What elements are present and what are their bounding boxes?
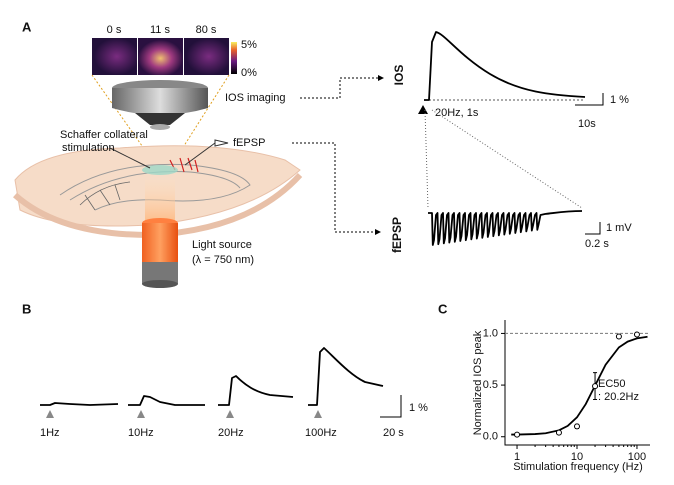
ios-trace bbox=[218, 375, 294, 406]
ios-trace bbox=[424, 31, 586, 101]
x-axis-label: Stimulation frequency (Hz) bbox=[513, 461, 643, 473]
scale-bar bbox=[585, 222, 601, 235]
condition-label: 20Hz bbox=[218, 427, 244, 439]
data-point bbox=[633, 331, 640, 338]
electrode bbox=[184, 142, 216, 166]
axes bbox=[504, 320, 650, 446]
stimulus-marker bbox=[418, 105, 428, 114]
objective bbox=[112, 88, 208, 115]
zoom-line bbox=[424, 109, 429, 209]
stimulus-marker bbox=[314, 410, 322, 418]
ios-trace bbox=[40, 402, 119, 406]
x-tick-label: 1 bbox=[514, 451, 520, 463]
data-point bbox=[514, 431, 521, 438]
condition-label: 1Hz bbox=[40, 427, 60, 439]
light-source-base bbox=[142, 262, 178, 284]
ios-trace bbox=[128, 395, 205, 406]
panel-label: C bbox=[438, 301, 448, 316]
zoom-line bbox=[431, 109, 583, 209]
condition-label: 10Hz bbox=[128, 427, 154, 439]
panel-label: A bbox=[22, 19, 32, 34]
fit-curve bbox=[511, 335, 648, 436]
frame-image bbox=[92, 38, 137, 75]
projection-line bbox=[91, 74, 153, 161]
x-tick-label: 100 bbox=[628, 451, 646, 463]
frame-time: 11 s bbox=[150, 24, 170, 36]
scale-label: 10s bbox=[578, 118, 596, 130]
panel-a-illustration: A 0 s 11 s 80 s 5% 0% Schaffer collatera… bbox=[13, 19, 384, 288]
scale-label: 20 s bbox=[383, 427, 404, 439]
data-point bbox=[555, 429, 562, 436]
y-tick-label: 0.0 bbox=[483, 431, 498, 443]
stimulation-label: Schaffer collateral bbox=[60, 129, 148, 141]
x-tick-label: 10 bbox=[571, 451, 583, 463]
trace-label: IOS bbox=[392, 65, 406, 86]
hippocampus bbox=[69, 171, 241, 201]
panel-a-traces: IOS 20Hz, 1s 1 % 10s fEPSP 1 mV 0.2 s bbox=[390, 31, 632, 253]
light-source-label: (λ = 750 nm) bbox=[192, 254, 254, 266]
y-axis-label: Normalized IOS peak bbox=[472, 330, 484, 435]
projection-line bbox=[174, 74, 230, 161]
panel-b: B 1Hz 10Hz 20Hz 100Hz 1 % 20 s bbox=[22, 301, 428, 438]
electrode bbox=[109, 147, 151, 169]
light-source-label: Light source bbox=[192, 239, 252, 251]
y-tick-label: 0.5 bbox=[483, 379, 498, 391]
light-beam bbox=[145, 180, 175, 225]
colorbar bbox=[231, 42, 237, 74]
data-point bbox=[573, 423, 580, 430]
stimulus-label: 20Hz, 1s bbox=[435, 107, 479, 119]
recording-label: fEPSP bbox=[233, 137, 265, 149]
annotation: EC50 bbox=[598, 378, 626, 390]
data-point bbox=[615, 333, 622, 340]
scale-label: 0.2 s bbox=[585, 238, 609, 250]
ios-trace bbox=[308, 347, 384, 406]
scale-bar bbox=[575, 93, 604, 106]
scale-label: 1 % bbox=[610, 94, 629, 106]
frame-image bbox=[138, 38, 183, 75]
connector bbox=[300, 75, 384, 99]
panel-label: B bbox=[22, 301, 31, 316]
stimulus-marker bbox=[46, 410, 54, 418]
neurons bbox=[169, 157, 199, 173]
stimulation-label: stimulation bbox=[62, 142, 115, 154]
light-source bbox=[142, 223, 178, 265]
light-source-base bbox=[142, 280, 178, 288]
y-tick-label: 1.0 bbox=[483, 327, 498, 339]
stimulus-marker bbox=[226, 410, 234, 418]
frame-image bbox=[184, 38, 229, 75]
data-point bbox=[592, 383, 599, 390]
amplifier bbox=[214, 139, 229, 147]
condition-label: 100Hz bbox=[305, 427, 337, 439]
colorbar-label: 0% bbox=[241, 67, 257, 79]
scale-bar bbox=[380, 395, 402, 418]
fepsp-trace bbox=[428, 210, 583, 246]
hippocampus bbox=[59, 163, 251, 211]
scale-label: 1 % bbox=[409, 402, 428, 414]
neurons bbox=[79, 181, 131, 211]
connector bbox=[292, 142, 381, 235]
frame-time: 0 s bbox=[107, 24, 122, 36]
frame-time: 80 s bbox=[196, 24, 217, 36]
panel-c: C Normalized IOS peak Stimulation freque… bbox=[438, 301, 650, 473]
imaging-label: IOS imaging bbox=[225, 92, 286, 104]
colorbar-label: 5% bbox=[241, 39, 257, 51]
stimulus-marker bbox=[137, 410, 145, 418]
objective bbox=[150, 124, 170, 130]
scale-label: 1 mV bbox=[606, 222, 632, 234]
objective bbox=[135, 113, 185, 125]
trace-label: fEPSP bbox=[390, 217, 404, 253]
imaged-area bbox=[142, 165, 178, 175]
annotation: : 20.2Hz bbox=[598, 391, 639, 403]
